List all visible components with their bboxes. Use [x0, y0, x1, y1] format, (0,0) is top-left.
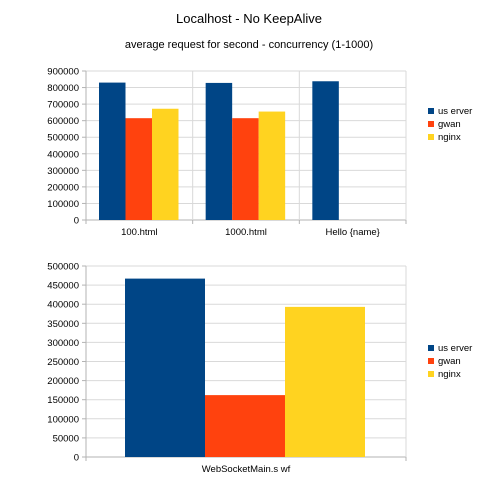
top-ytick-label: 100000: [47, 199, 79, 210]
top-ytick-label: 800000: [47, 83, 79, 94]
bottom-legend-swatch: [428, 358, 434, 364]
bottom-bar-gwan-0: [205, 395, 285, 457]
bottom-ytick-label: 250000: [47, 357, 79, 368]
top-legend-label: nginx: [438, 132, 461, 143]
top-bar-userver-1: [205, 82, 233, 220]
bottom-ytick-label: 150000: [47, 395, 79, 406]
top-ytick-label: 200000: [47, 182, 79, 193]
bottom-ytick-label: 200000: [47, 376, 79, 387]
top-ytick-label: 500000: [47, 133, 79, 144]
top-bar-gwan-1: [232, 118, 259, 220]
bottom-ytick-label: 0: [74, 453, 79, 464]
bottom-ytick-label: 50000: [53, 433, 79, 444]
top-ytick-label: 0: [74, 216, 79, 227]
top-ytick-label: 700000: [47, 100, 79, 111]
bottom-bar-userver-0: [125, 278, 205, 457]
top-bar-userver-2: [312, 81, 339, 221]
top-category-label: 100.html: [121, 227, 157, 238]
bottom-ytick-label: 400000: [47, 300, 79, 311]
top-legend-swatch: [428, 134, 434, 140]
top-bar-gwan-0: [125, 118, 152, 220]
top-category-label: Hello {name}: [325, 227, 379, 238]
chart-subtitle: average request for second - concurrency…: [124, 39, 374, 51]
bottom-legend-swatch: [428, 345, 434, 351]
bottom-ytick-label: 450000: [47, 281, 79, 292]
page-title: Localhost - No KeepAlive: [176, 11, 322, 26]
top-legend-label: us erver: [438, 106, 472, 117]
top-bar-nginx-0: [152, 108, 179, 220]
bottom-ytick-label: 100000: [47, 414, 79, 425]
top-bar-nginx-1: [258, 111, 286, 220]
top-legend-label: gwan: [438, 119, 461, 130]
bottom-bar-nginx-0: [285, 306, 365, 457]
bottom-legend-label: gwan: [438, 356, 461, 367]
bottom-ytick-label: 300000: [47, 338, 79, 349]
bottom-ytick-label: 500000: [47, 262, 79, 273]
bottom-legend-label: us erver: [438, 343, 472, 354]
bottom-legend-swatch: [428, 371, 434, 377]
bottom-category-label: WebSocketMain.s wf: [202, 464, 291, 475]
top-ytick-label: 600000: [47, 116, 79, 127]
top-ytick-label: 900000: [47, 67, 79, 78]
top-bar-userver-0: [99, 82, 126, 220]
top-ytick-label: 300000: [47, 166, 79, 177]
top-category-label: 1000.html: [225, 227, 267, 238]
top-ytick-label: 400000: [47, 149, 79, 160]
bottom-legend-label: nginx: [438, 369, 461, 380]
top-legend-swatch: [428, 121, 434, 127]
bottom-ytick-label: 350000: [47, 319, 79, 330]
top-legend-swatch: [428, 108, 434, 114]
